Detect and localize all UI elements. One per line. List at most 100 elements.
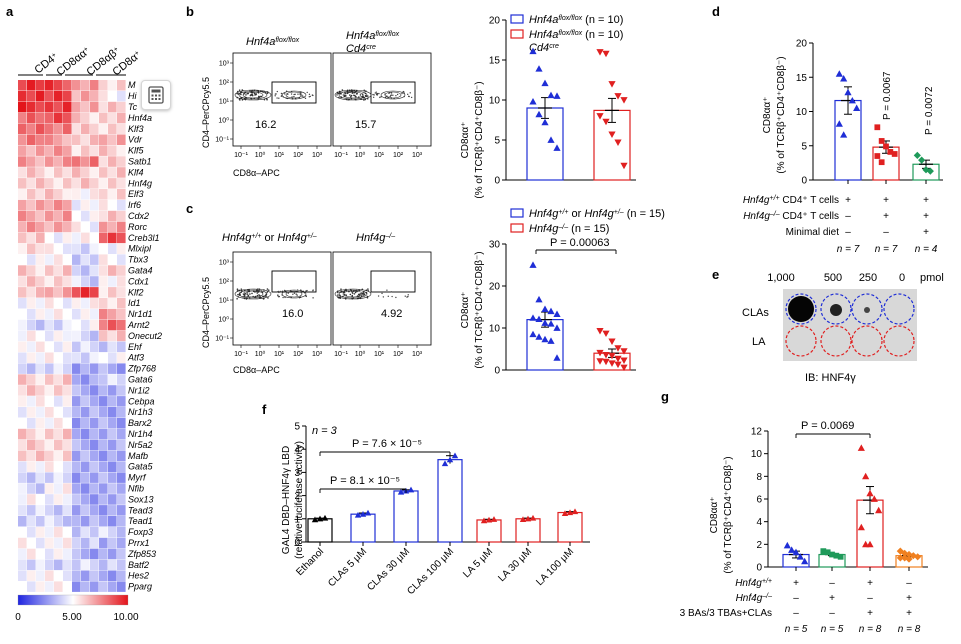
heatmap-cell (108, 341, 117, 353)
panel-label-e: e (712, 267, 719, 282)
heatmap-cell (27, 199, 36, 211)
heatmap-cell (117, 330, 126, 342)
data-point (596, 349, 604, 357)
heatmap-cell (63, 80, 72, 91)
data-point (529, 330, 537, 338)
heatmap-cell (99, 265, 108, 276)
gene-label: Klf3 (128, 124, 144, 134)
heatmap-cell (90, 243, 99, 254)
heatmap-cell (45, 199, 54, 211)
heatmap-cell (36, 254, 45, 265)
heatmap-cell (99, 199, 108, 211)
heatmap-cell (99, 232, 108, 244)
heatmap-cell (72, 570, 81, 581)
flow-event (396, 93, 399, 96)
heatmap-cell (54, 178, 63, 189)
heatmap-cell (63, 167, 72, 178)
flow-event (389, 95, 391, 98)
scale-label: 0 (15, 612, 21, 623)
panel-label-d: d (712, 4, 720, 19)
flow-event (238, 89, 241, 92)
heatmap-cell (90, 439, 99, 451)
heatmap-cell (81, 112, 90, 124)
data-point (553, 310, 561, 318)
data-point (490, 516, 498, 522)
heatmap-cell (81, 450, 90, 462)
panel-label-f: f (262, 402, 267, 417)
heatmap-cell (27, 494, 36, 505)
heatmap-cell (108, 90, 117, 102)
flow-event (294, 93, 296, 96)
heatmap-cell (36, 581, 45, 592)
tick-label: 10³ (412, 152, 423, 159)
heatmap-cell (36, 483, 45, 494)
flow-event (280, 92, 283, 95)
heatmap-cell (63, 374, 72, 385)
heatmap-cell (99, 516, 108, 527)
heatmap-cell (45, 276, 54, 287)
flow-title: Hnf4aflox/flox (246, 36, 300, 48)
heatmap-cell (36, 112, 45, 124)
heatmap-cell (18, 308, 27, 320)
y-tick-label: 2 (756, 540, 762, 551)
heatmap-cell (36, 461, 45, 472)
heatmap-cell (90, 308, 99, 320)
heatmap-cell (63, 134, 72, 145)
heatmap-cell (72, 145, 81, 156)
n-label: n = 8 (859, 624, 882, 635)
condition-label: Minimal diet (786, 227, 840, 238)
heatmap-cell (63, 199, 72, 211)
heatmap-cell (63, 319, 72, 331)
heatmap-cell (63, 439, 72, 451)
data-point (792, 548, 800, 556)
heatmap-cell (108, 581, 117, 592)
bar (393, 490, 419, 543)
flow-event (406, 296, 408, 298)
bar (515, 518, 541, 543)
heatmap-cell (18, 167, 27, 178)
y-axis-label: CD8αα⁺ (460, 122, 471, 159)
data-point (547, 307, 555, 315)
heatmap-cell (90, 352, 99, 363)
heatmap-cell (27, 363, 36, 374)
y-axis-label: CD8αα⁺ (762, 97, 773, 134)
heatmap-cell (108, 319, 117, 331)
data-point (913, 151, 921, 159)
table-view-button[interactable] (141, 80, 171, 110)
y-tick-label: 5 (494, 136, 500, 147)
heatmap-cell (72, 199, 81, 211)
heatmap-cell (18, 287, 27, 298)
heatmap-cell (117, 483, 126, 494)
heatmap-cell (36, 308, 45, 320)
data-point (870, 495, 878, 502)
heatmap-cell (63, 221, 72, 233)
y-tick-label: 3 (294, 468, 300, 479)
heatmap-cell (36, 221, 45, 233)
heatmap-cell (63, 472, 72, 483)
heatmap-cell (63, 483, 72, 494)
heatmap-cell (72, 428, 81, 440)
data-point (561, 510, 569, 517)
heatmap-cell (45, 559, 54, 571)
heatmap-cell (18, 276, 27, 287)
gene-label: Sox13 (128, 494, 154, 504)
heatmap-cell (36, 526, 45, 538)
data-point (446, 456, 454, 463)
heatmap-cell (27, 548, 36, 560)
blot-spot (820, 293, 852, 325)
data-point (397, 488, 405, 495)
heatmap-cell (18, 516, 27, 527)
heatmap-cell (117, 505, 126, 516)
gene-label: Id1 (128, 298, 141, 308)
heatmap-cell (99, 210, 108, 222)
heatmap-cell (45, 254, 54, 265)
heatmap-cell (81, 526, 90, 538)
tick-label: 10⁻¹ (234, 152, 248, 159)
data-point (905, 550, 913, 559)
blot-spot (883, 325, 915, 357)
n-label: n = 7 (837, 244, 860, 255)
heatmap-cell (117, 101, 126, 113)
data-point (608, 360, 616, 367)
